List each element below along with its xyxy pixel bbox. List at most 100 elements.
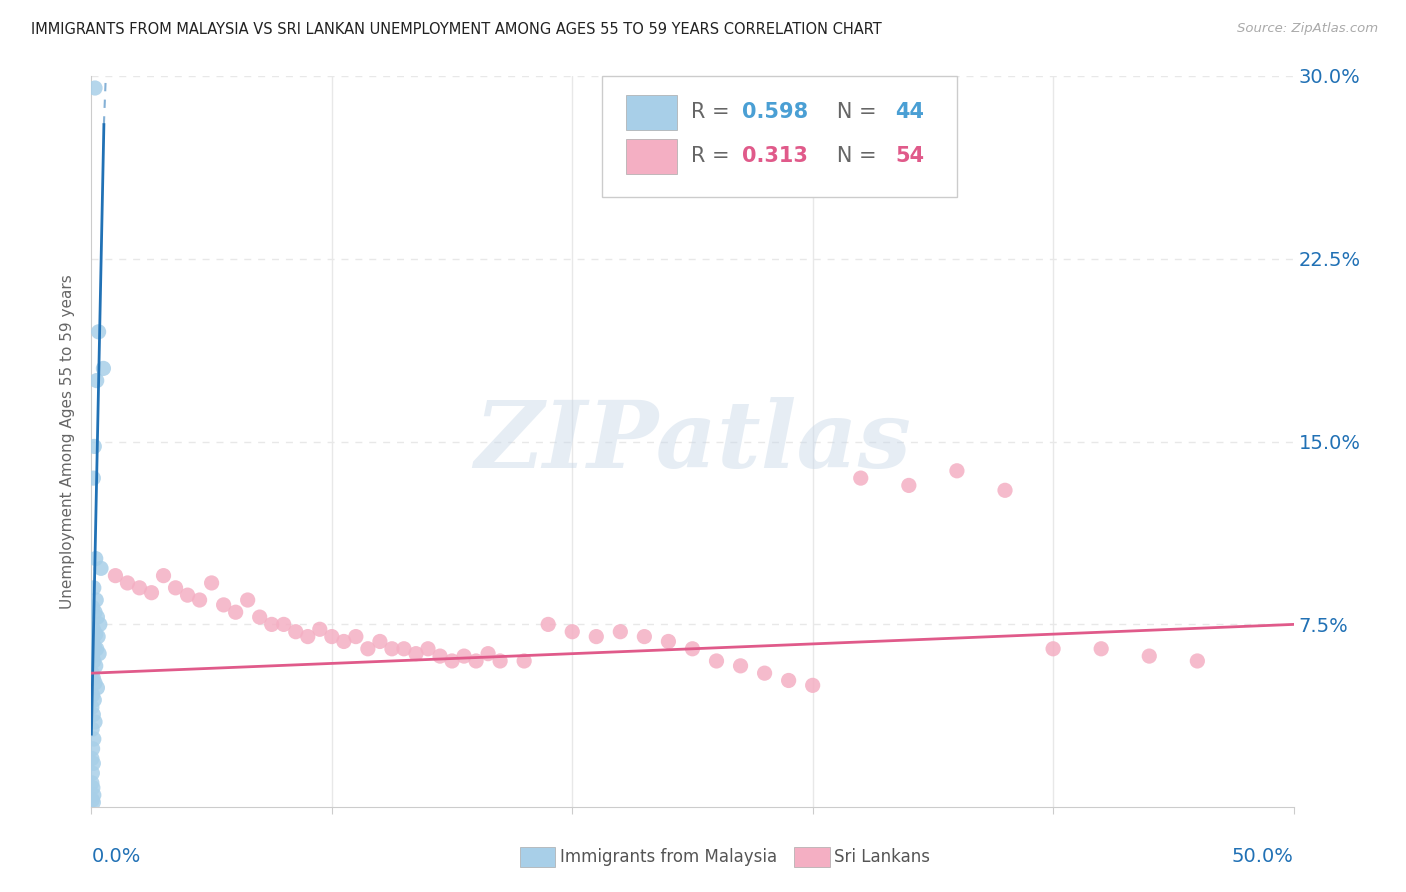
Point: [152, 568, 174, 582]
Point: [82, 780, 104, 795]
Point: [82, 471, 104, 485]
Text: Immigrants from Malaysia: Immigrants from Malaysia: [560, 848, 776, 866]
Point: [84, 658, 107, 673]
Point: [82, 796, 104, 810]
Point: [82, 622, 104, 636]
Point: [83, 439, 105, 453]
Point: [117, 576, 139, 591]
Point: [86, 610, 108, 624]
Point: [368, 634, 391, 648]
Point: [465, 654, 488, 668]
Point: [89, 617, 111, 632]
Point: [225, 605, 247, 619]
Point: [416, 641, 439, 656]
Point: [80, 700, 103, 714]
Point: [1137, 649, 1160, 664]
Point: [80, 776, 103, 790]
Point: [84, 593, 107, 607]
Point: [440, 654, 463, 668]
Point: [333, 634, 356, 648]
Text: 0.598: 0.598: [742, 103, 808, 122]
Point: [681, 641, 703, 656]
Point: [321, 630, 343, 644]
Point: [87, 630, 110, 644]
Point: [84, 627, 107, 641]
Point: [82, 688, 104, 702]
Text: R =: R =: [692, 103, 737, 122]
Point: [489, 654, 512, 668]
Point: [429, 649, 451, 664]
Point: [82, 671, 104, 685]
Point: [1042, 641, 1064, 656]
Point: [200, 576, 222, 591]
Point: [82, 756, 104, 771]
Point: [212, 598, 235, 612]
FancyBboxPatch shape: [626, 139, 676, 174]
Point: [80, 751, 103, 765]
Point: [84, 551, 107, 566]
Text: Source: ZipAtlas.com: Source: ZipAtlas.com: [1237, 22, 1378, 36]
Point: [561, 624, 583, 639]
FancyBboxPatch shape: [602, 76, 957, 196]
Text: IMMIGRANTS FROM MALAYSIA VS SRI LANKAN UNEMPLOYMENT AMONG AGES 55 TO 59 YEARS CO: IMMIGRANTS FROM MALAYSIA VS SRI LANKAN U…: [31, 22, 882, 37]
Point: [84, 81, 107, 95]
FancyBboxPatch shape: [626, 95, 676, 130]
Point: [86, 641, 108, 656]
Point: [82, 600, 104, 615]
Point: [273, 617, 295, 632]
Point: [86, 374, 108, 388]
Point: [392, 641, 415, 656]
Text: 0.0%: 0.0%: [91, 847, 141, 866]
Point: [82, 793, 104, 807]
Point: [176, 588, 198, 602]
Point: [82, 666, 104, 681]
Point: [104, 568, 127, 582]
Point: [897, 478, 920, 492]
Point: [82, 634, 104, 648]
Point: [83, 640, 105, 654]
Point: [249, 610, 271, 624]
Point: [83, 693, 105, 707]
Point: [82, 766, 104, 780]
Point: [357, 641, 380, 656]
Point: [82, 649, 104, 664]
Point: [128, 581, 150, 595]
Point: [84, 605, 107, 619]
Text: 50.0%: 50.0%: [1232, 847, 1294, 866]
Point: [83, 654, 105, 668]
Point: [706, 654, 728, 668]
Point: [477, 647, 499, 661]
Point: [87, 647, 110, 661]
Point: [609, 624, 631, 639]
Point: [165, 581, 187, 595]
Point: [946, 464, 969, 478]
Point: [381, 641, 404, 656]
Point: [83, 731, 105, 746]
Point: [778, 673, 800, 688]
Point: [801, 678, 824, 692]
Point: [83, 581, 105, 595]
Y-axis label: Unemployment Among Ages 55 to 59 years: Unemployment Among Ages 55 to 59 years: [60, 274, 76, 609]
Point: [90, 561, 112, 575]
Point: [83, 788, 105, 802]
Text: N =: N =: [817, 103, 884, 122]
Point: [82, 723, 104, 737]
Point: [633, 630, 655, 644]
Point: [453, 649, 475, 664]
Point: [82, 741, 104, 756]
Point: [513, 654, 536, 668]
Text: 44: 44: [896, 103, 925, 122]
Point: [754, 666, 776, 681]
Point: [297, 630, 319, 644]
Point: [344, 630, 367, 644]
Point: [236, 593, 259, 607]
Point: [405, 647, 427, 661]
Point: [657, 634, 679, 648]
Point: [260, 617, 283, 632]
Point: [1090, 641, 1112, 656]
Point: [284, 624, 307, 639]
Text: ZIPatlas: ZIPatlas: [474, 397, 911, 486]
Point: [87, 325, 110, 339]
Point: [849, 471, 872, 485]
Point: [585, 630, 607, 644]
